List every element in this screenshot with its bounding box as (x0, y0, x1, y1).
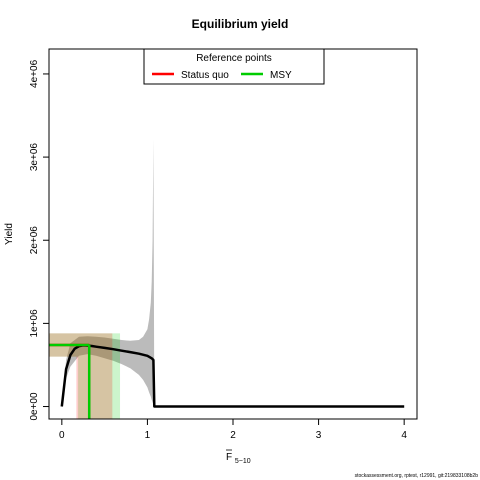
y-tick-label: 0e+00 (29, 392, 40, 421)
x-tick-label: 2 (230, 430, 236, 441)
x-tick-label: 4 (401, 430, 407, 441)
x-tick-label: 0 (59, 430, 65, 441)
x-tick-label: 1 (145, 430, 151, 441)
y-tick-label: 1e+06 (29, 309, 40, 338)
y-tick-label: 2e+06 (29, 226, 40, 255)
legend: Reference points Status quo MSY (143, 48, 325, 85)
legend-label-msy: MSY (270, 70, 292, 81)
y-tick-label: 4e+06 (29, 59, 40, 88)
x-axis-label-main: F (226, 452, 232, 463)
uncertainty-band (61, 138, 155, 407)
y-tick-label: 3e+06 (29, 143, 40, 172)
legend-title: Reference points (196, 53, 272, 64)
x-axis: 0 1 2 3 4 (59, 418, 407, 441)
footer-note: stockassessment.org, rptest, r12991, git… (355, 473, 479, 479)
yield-curve (60, 344, 405, 408)
x-tick-label: 3 (316, 430, 322, 441)
chart-title: Equilibrium yield (192, 17, 289, 31)
x-axis-label: F 5−10 (226, 452, 251, 465)
data-layer (49, 138, 405, 419)
x-axis-label-sub: 5−10 (235, 458, 251, 465)
legend-box (143, 48, 325, 85)
y-axis-label: Yield (4, 223, 15, 245)
y-axis: 0e+00 1e+06 2e+06 3e+06 4e+06 (29, 59, 50, 421)
legend-label-status-quo: Status quo (181, 70, 229, 81)
